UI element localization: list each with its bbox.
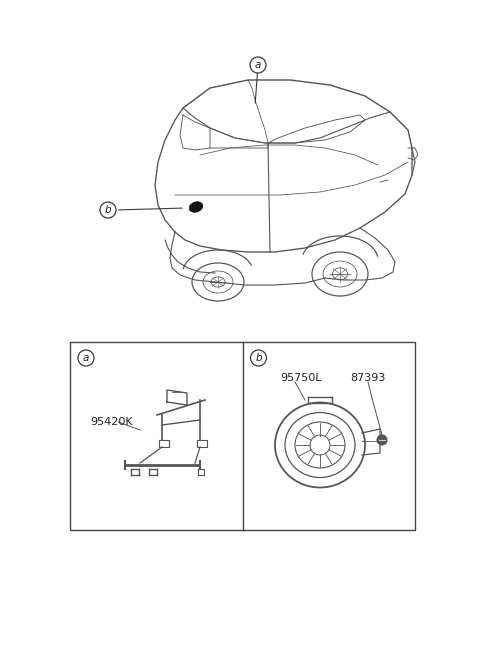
Circle shape (377, 435, 387, 445)
Circle shape (251, 350, 266, 366)
Text: 87393: 87393 (350, 373, 385, 383)
Bar (70, 342, 415, 530)
Circle shape (78, 350, 94, 366)
Circle shape (250, 57, 266, 73)
Text: a: a (83, 353, 89, 363)
Ellipse shape (189, 202, 203, 212)
Text: 95420K: 95420K (90, 417, 132, 427)
Circle shape (100, 202, 116, 218)
Text: b: b (255, 353, 262, 363)
Text: b: b (105, 205, 111, 215)
Text: 95750L: 95750L (280, 373, 322, 383)
Text: a: a (255, 60, 261, 70)
